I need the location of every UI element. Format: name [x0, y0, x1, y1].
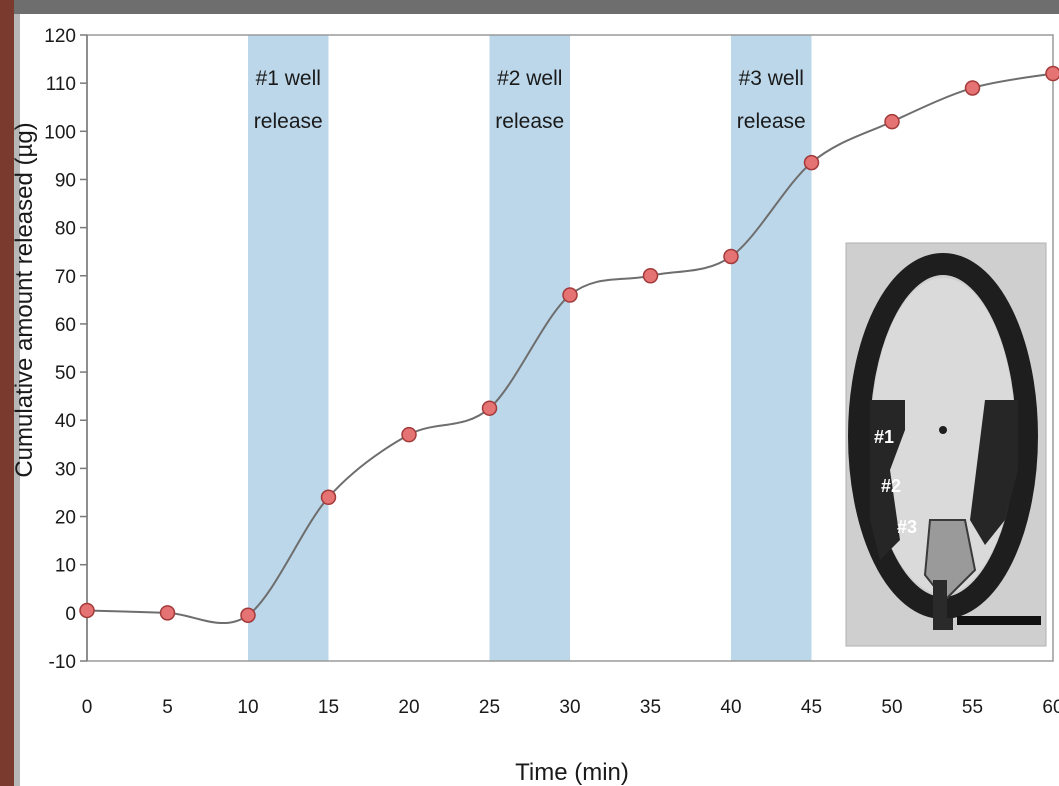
release-band-1 [248, 35, 329, 661]
x-tick-label: 60 [1042, 697, 1059, 718]
release-band-3 [731, 35, 812, 661]
data-points [79, 65, 1059, 624]
x-tick-label: 50 [881, 697, 902, 718]
data-point-45 [803, 154, 820, 171]
data-point-0 [79, 602, 95, 619]
x-tick-label: 5 [162, 697, 173, 718]
y-tick-label: 120 [44, 26, 76, 47]
inset-label-3: #3 [897, 517, 917, 537]
y-tick-label: 80 [55, 219, 76, 240]
data-point-25 [481, 400, 498, 416]
window-top-border [0, 0, 1059, 14]
band-label-line1-1: #1 well [256, 67, 321, 90]
data-point-40 [723, 248, 739, 265]
data-point-50 [884, 113, 900, 130]
release-band-2 [489, 35, 570, 661]
data-point-35 [642, 268, 659, 284]
band-label-line2-2: release [495, 110, 564, 133]
x-axis: 0 5 10 15 20 25 30 35 40 45 50 55 60 [82, 697, 1059, 718]
device-inset-image: #1 #2 #3 [845, 242, 1047, 647]
x-tick-label: 30 [559, 697, 580, 718]
x-tick-label: 10 [237, 697, 258, 718]
y-axis: -10 0 10 20 30 40 50 60 70 80 90 100 110 120 [44, 26, 88, 673]
data-point-15 [320, 489, 337, 506]
x-tick-label: 15 [318, 697, 339, 718]
y-tick-label: 100 [44, 122, 76, 143]
window-left-inner-border [14, 14, 20, 786]
band-label-line2-3: release [737, 110, 806, 133]
x-tick-label: 25 [479, 697, 500, 718]
data-point-10 [240, 607, 256, 624]
y-tick-label: 60 [55, 315, 76, 336]
y-axis-title: Cumulative amount released (µg) [11, 122, 38, 477]
x-tick-label: 20 [398, 697, 419, 718]
data-point-30 [562, 287, 578, 303]
data-point-55 [964, 80, 981, 96]
x-tick-label: 40 [720, 697, 741, 718]
window-left-border [0, 0, 14, 786]
y-tick-label: 10 [55, 556, 76, 577]
band-label-line2-1: release [254, 110, 323, 133]
y-tick-label: 110 [46, 74, 76, 95]
data-point-20 [401, 426, 417, 443]
x-tick-label: 45 [801, 697, 822, 718]
y-tick-label: 0 [65, 604, 76, 625]
data-point-60 [1045, 65, 1059, 82]
x-axis-title: Time (min) [515, 759, 629, 786]
data-point-5 [159, 605, 176, 621]
y-tick-label: 50 [55, 363, 76, 384]
y-tick-label: 20 [55, 508, 76, 529]
y-tick-label: 70 [55, 267, 76, 288]
band-labels: #1 well release #2 well release #3 well relea… [254, 67, 806, 133]
y-tick-label: 40 [55, 411, 76, 432]
x-tick-label: 35 [640, 697, 661, 718]
release-bands [248, 35, 812, 661]
x-tick-label: 0 [82, 697, 93, 718]
inset-label-2: #2 [881, 476, 901, 496]
inset-label-1: #1 [874, 427, 894, 447]
band-label-line1-3: #3 well [739, 67, 804, 90]
y-tick-label: -10 [49, 652, 76, 673]
x-tick-label: 55 [962, 697, 983, 718]
y-tick-label: 90 [55, 170, 76, 191]
band-label-line1-2: #2 well [497, 67, 562, 90]
y-tick-label: 30 [55, 459, 76, 480]
